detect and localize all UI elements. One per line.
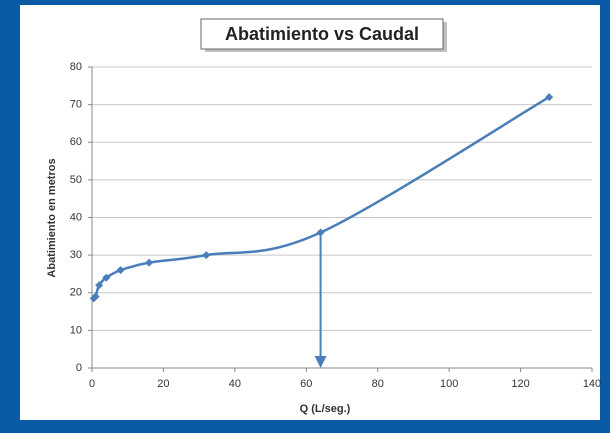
x-tick-label: 140 [583,378,601,390]
x-tick-label: 40 [229,378,241,390]
point [145,258,154,267]
y-tick-label: 60 [70,136,82,148]
y-tick-label: 20 [70,287,82,299]
y-axis-label: Abatimiento en metros [46,158,58,277]
series-line [92,96,550,300]
point [91,292,100,301]
x-tick-label: 0 [89,378,95,390]
y-tick-label: 70 [70,99,82,111]
point [102,273,111,282]
y-tick-label: 0 [76,362,82,374]
chart-title: Abatimiento vs Caudal [225,24,419,44]
y-tick-label: 50 [70,174,82,186]
y-tick-label: 40 [70,211,82,223]
y-tick-label: 30 [70,249,82,261]
x-tick-label: 60 [300,378,312,390]
point [116,266,125,275]
point [545,93,554,102]
point [95,281,104,290]
point [202,251,211,260]
chart-panel [20,5,600,420]
x-tick-label: 80 [372,378,384,390]
x-tick-label: 100 [440,378,458,390]
title-box [200,18,444,50]
y-tick-label: 80 [70,61,82,73]
y-tick-label: 10 [70,324,82,336]
x-tick-label: 120 [511,378,529,390]
x-tick-label: 20 [157,378,169,390]
x-axis-label: Q (L/seg.) [300,403,351,415]
